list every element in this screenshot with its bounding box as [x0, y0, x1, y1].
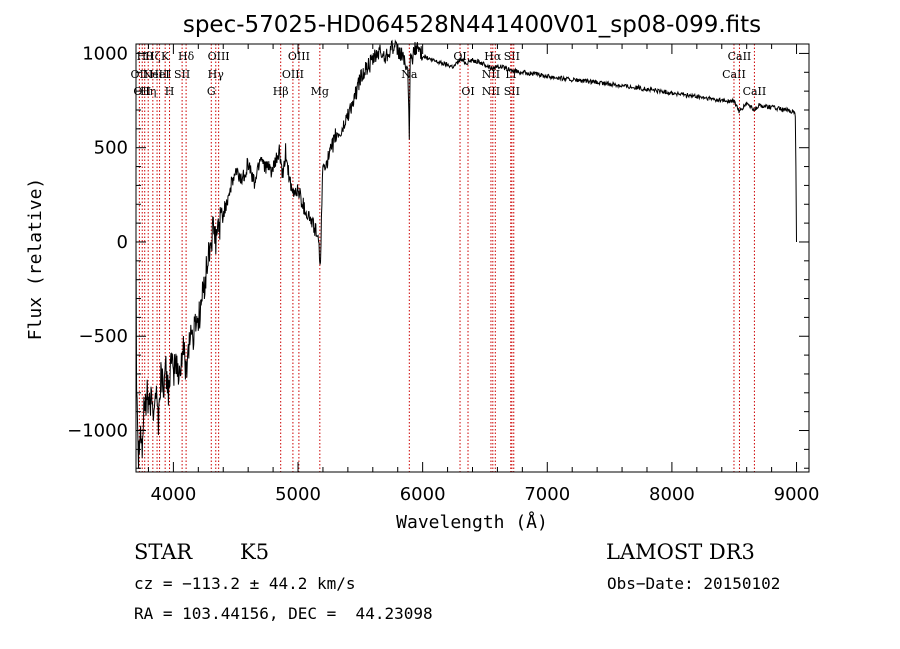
x-tick-label: 9000	[774, 484, 820, 505]
line-label: SII	[504, 50, 520, 63]
redshift-value: cz = −113.2 ± 44.2 km/s	[134, 574, 356, 593]
line-label: NII	[482, 68, 500, 81]
line-label: NeIII	[142, 68, 171, 81]
line-label: Hα	[484, 50, 502, 63]
line-label: OIII	[208, 50, 230, 63]
y-tick-label: 1000	[82, 43, 128, 64]
spectral-line-markers: OIIOIIHθHηHζNeIIIHeIKHSIIHδGHγOIIIHβOIII…	[131, 44, 767, 472]
line-label: Na	[401, 68, 418, 81]
x-tick-label: 4000	[150, 484, 196, 505]
x-tick-label: 7000	[524, 484, 570, 505]
line-label: OIII	[288, 50, 310, 63]
line-label: Hζ	[145, 50, 161, 63]
y-tick-label: 0	[117, 232, 128, 253]
line-label: Mg	[311, 85, 329, 98]
line-label: SII	[174, 68, 190, 81]
x-axis-label: Wavelength (Å)	[396, 511, 548, 533]
chart-title: spec-57025-HD064528N441400V01_sp08-099.f…	[183, 12, 761, 38]
line-label: OII	[133, 85, 151, 98]
line-label: G	[207, 85, 216, 98]
survey-name: LAMOST DR3	[606, 540, 755, 564]
y-tick-label: −1000	[67, 421, 128, 442]
y-tick-label: 500	[94, 138, 128, 159]
line-label: NII	[482, 85, 500, 98]
line-label: OIII	[282, 68, 304, 81]
line-label: Hβ	[273, 85, 289, 98]
line-label: Li	[505, 68, 516, 81]
line-label: H	[165, 85, 175, 98]
spectral-subclass: K5	[240, 540, 270, 564]
plot-frame	[135, 43, 810, 473]
flux-series	[135, 39, 797, 469]
line-label: CaII	[722, 68, 746, 81]
flux-line	[135, 39, 797, 469]
observation-date: Obs−Date: 20150102	[607, 574, 781, 593]
line-label: K	[161, 50, 170, 63]
y-tick-label: −500	[79, 326, 128, 347]
line-label: HeI	[149, 68, 169, 81]
object-type: STAR	[134, 540, 193, 564]
y-axis-label: Flux (relative)	[25, 178, 46, 341]
line-label: Hγ	[208, 68, 225, 81]
line-label: OI	[461, 85, 474, 98]
line-label: Hη	[140, 85, 156, 98]
line-label: SII	[504, 85, 520, 98]
x-axis-ticks: 4000 5000 6000 7000 8000 9000	[147, 44, 820, 505]
y-axis-ticks: −1000 −500 0 500 1000	[67, 43, 809, 469]
line-label: OII	[131, 68, 149, 81]
line-label: Hδ	[178, 50, 195, 63]
line-label: CaII	[728, 50, 752, 63]
x-tick-label: 8000	[649, 484, 695, 505]
x-tick-label: 5000	[275, 484, 321, 505]
line-label: CaII	[743, 85, 767, 98]
x-tick-label: 6000	[400, 484, 446, 505]
sky-coordinates: RA = 103.44156, DEC = 44.23098	[134, 604, 433, 623]
